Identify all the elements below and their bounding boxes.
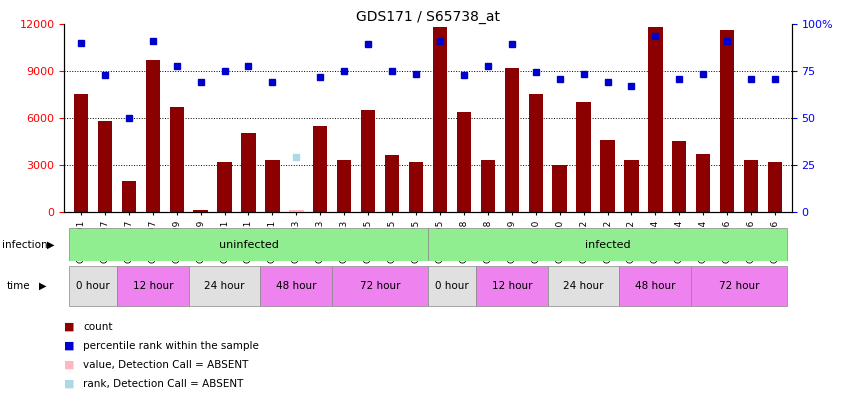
Bar: [433, 27, 447, 212]
Bar: [98, 121, 112, 212]
Text: time: time: [7, 281, 31, 291]
Text: 48 hour: 48 hour: [276, 281, 317, 291]
Bar: [744, 160, 758, 212]
Bar: [361, 110, 375, 212]
Bar: [548, 266, 620, 306]
Text: 0 hour: 0 hour: [435, 281, 469, 291]
Bar: [428, 266, 476, 306]
Text: ■: ■: [64, 322, 74, 332]
Bar: [692, 266, 787, 306]
Bar: [69, 266, 117, 306]
Bar: [624, 160, 639, 212]
Text: rank, Detection Call = ABSENT: rank, Detection Call = ABSENT: [83, 379, 243, 389]
Bar: [428, 228, 787, 261]
Text: ■: ■: [64, 379, 74, 389]
Bar: [768, 162, 782, 212]
Text: 12 hour: 12 hour: [133, 281, 173, 291]
Bar: [122, 181, 136, 212]
Text: 48 hour: 48 hour: [635, 281, 675, 291]
Text: infected: infected: [585, 240, 630, 249]
Bar: [332, 266, 428, 306]
Bar: [289, 209, 304, 212]
Bar: [193, 210, 208, 212]
Bar: [74, 94, 88, 212]
Text: infection: infection: [2, 240, 47, 249]
Bar: [696, 154, 710, 212]
Text: count: count: [83, 322, 112, 332]
Bar: [337, 160, 352, 212]
Text: 24 hour: 24 hour: [563, 281, 603, 291]
Bar: [117, 266, 188, 306]
Bar: [313, 126, 328, 212]
Bar: [600, 140, 615, 212]
Bar: [504, 68, 519, 212]
Bar: [69, 228, 428, 261]
Bar: [146, 60, 160, 212]
Text: ■: ■: [64, 360, 74, 370]
Text: 24 hour: 24 hour: [205, 281, 245, 291]
Bar: [457, 112, 471, 212]
Text: ▶: ▶: [47, 240, 55, 249]
Text: 72 hour: 72 hour: [360, 281, 401, 291]
Bar: [385, 155, 399, 212]
Text: uninfected: uninfected: [218, 240, 278, 249]
Bar: [188, 266, 260, 306]
Bar: [648, 27, 663, 212]
Bar: [217, 162, 232, 212]
Bar: [620, 266, 692, 306]
Text: 0 hour: 0 hour: [76, 281, 110, 291]
Bar: [481, 160, 495, 212]
Bar: [169, 107, 184, 212]
Text: ▶: ▶: [39, 281, 47, 291]
Text: ■: ■: [64, 341, 74, 351]
Text: percentile rank within the sample: percentile rank within the sample: [83, 341, 259, 351]
Bar: [241, 133, 256, 212]
Bar: [260, 266, 332, 306]
Bar: [552, 165, 567, 212]
Bar: [528, 94, 543, 212]
Text: 12 hour: 12 hour: [491, 281, 532, 291]
Bar: [576, 102, 591, 212]
Bar: [409, 162, 423, 212]
Text: value, Detection Call = ABSENT: value, Detection Call = ABSENT: [83, 360, 248, 370]
Bar: [720, 30, 734, 212]
Bar: [476, 266, 548, 306]
Text: GDS171 / S65738_at: GDS171 / S65738_at: [356, 10, 500, 24]
Bar: [265, 160, 280, 212]
Bar: [672, 141, 687, 212]
Text: 72 hour: 72 hour: [719, 281, 759, 291]
